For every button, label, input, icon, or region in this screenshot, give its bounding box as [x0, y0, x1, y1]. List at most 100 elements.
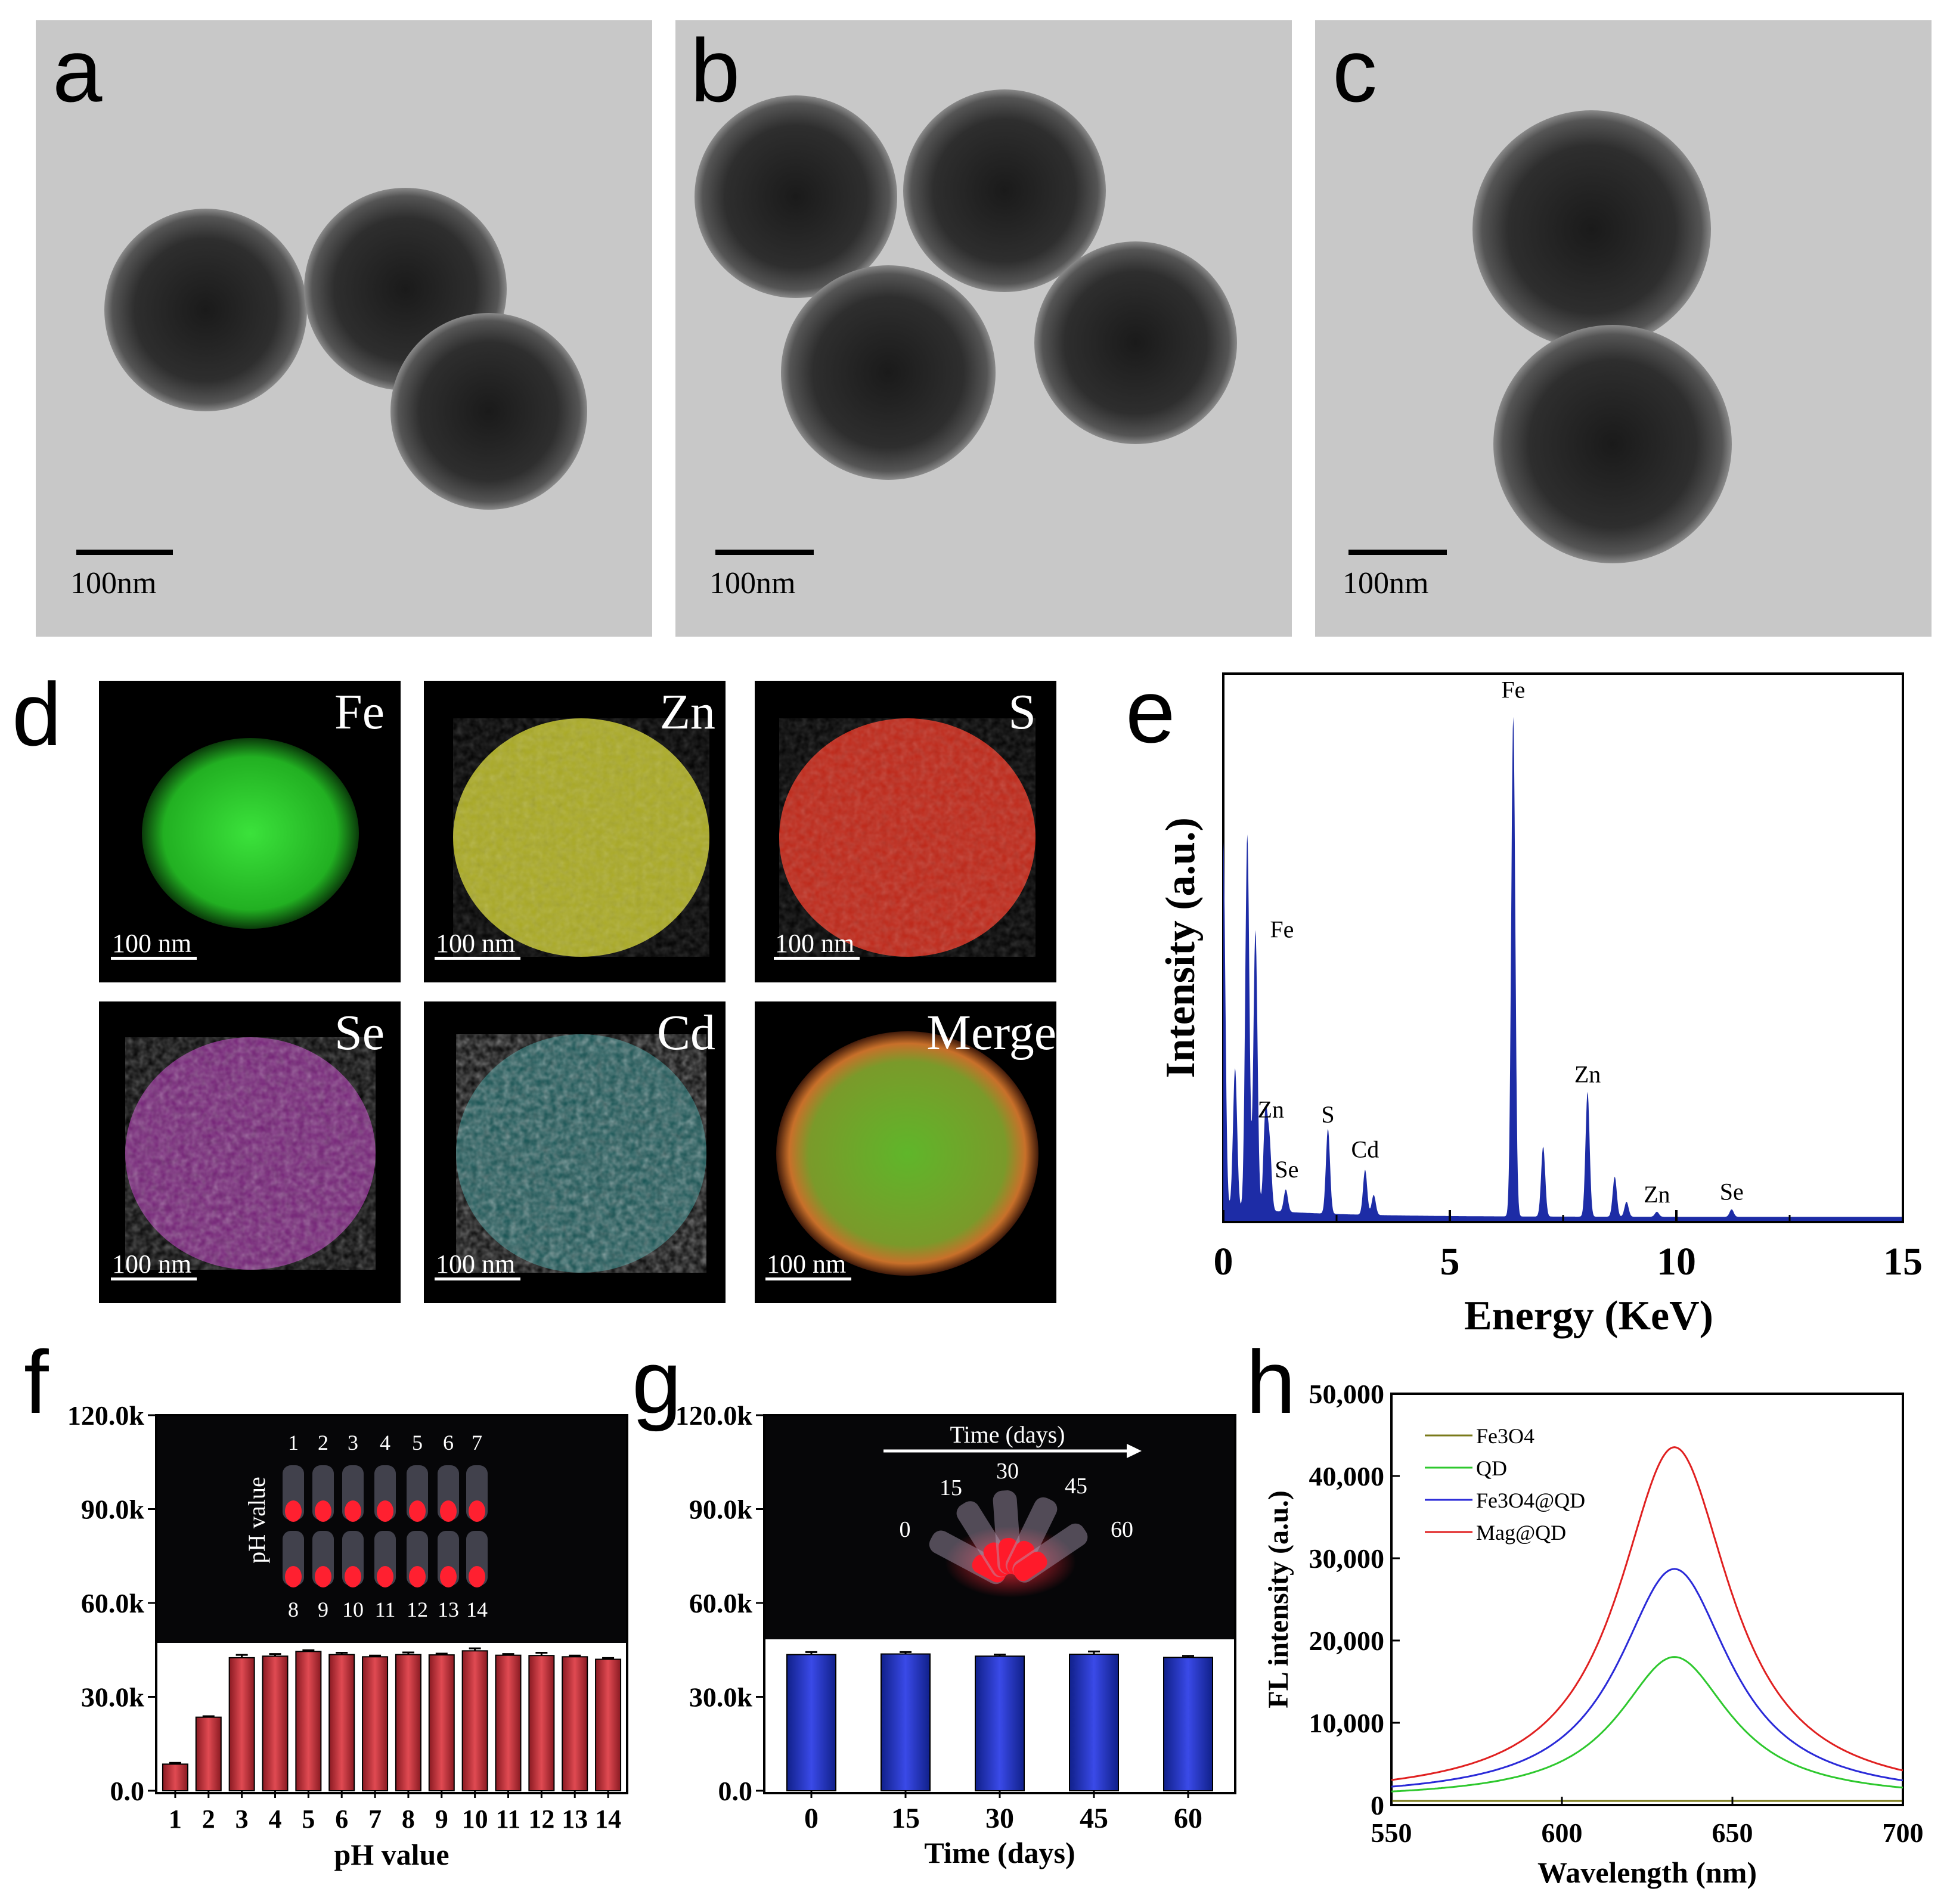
map-zn: Zn 100 nm [424, 681, 726, 982]
inset-label: pH value [243, 1477, 270, 1564]
peak-label: Se [1275, 1156, 1298, 1183]
scale-bar [1348, 550, 1447, 555]
map-cd: Cd 100 nm [424, 1001, 726, 1303]
x-tick-label: 14 [595, 1804, 621, 1834]
panel-letter-a: a [52, 20, 103, 120]
y-tick-label: 30.0k [81, 1682, 145, 1713]
x-axis-title: Energy (KeV) [1464, 1293, 1713, 1339]
bar [428, 1654, 455, 1791]
scale-bar [76, 550, 173, 555]
panel-letter-b: b [690, 20, 740, 120]
panel-letter-e: e [1126, 661, 1175, 761]
tube-glow [345, 1566, 361, 1587]
legend-label: Fe3O4@QD [1476, 1489, 1585, 1512]
legend-label: Mag@QD [1476, 1521, 1566, 1545]
bar [495, 1654, 522, 1792]
y-tick-label: 30,000 [1309, 1543, 1385, 1574]
y-tick-label: 40,000 [1309, 1461, 1385, 1491]
tube-number: 6 [443, 1431, 454, 1455]
y-tick-label: 60.0k [689, 1588, 753, 1618]
particle [1472, 110, 1711, 349]
bar [228, 1657, 255, 1791]
particle [903, 89, 1106, 292]
y-tick-label: 20,000 [1309, 1626, 1385, 1656]
tube-glow [285, 1566, 302, 1587]
x-tick-label: 0 [804, 1803, 819, 1834]
x-tick-label: 650 [1712, 1818, 1753, 1848]
panel-b-tem: 100nm b [675, 20, 1292, 637]
tube-number: 3 [348, 1431, 358, 1455]
panel-letter-h: h [1246, 1332, 1295, 1432]
tube-glow [440, 1500, 457, 1522]
y-tick-label: 120.0k [675, 1400, 753, 1431]
panel-letter-g: g [632, 1332, 681, 1432]
map-s: S 100 nm [755, 681, 1056, 982]
tube-glow [1013, 1552, 1047, 1582]
y-tick-label: 10,000 [1309, 1708, 1385, 1738]
particle [1493, 325, 1732, 563]
y-axis-title: Intensity (a.u.) [1158, 817, 1204, 1078]
x-tick-label: 15 [891, 1803, 920, 1834]
map-fe: Fe 100 nm [99, 681, 401, 982]
x-tick-label: 45 [1080, 1803, 1108, 1834]
bar [162, 1763, 188, 1791]
panel-letter-c: c [1332, 20, 1377, 120]
tube-glow [315, 1500, 331, 1522]
peak-label: Fe [1501, 676, 1525, 703]
map-scalebar: 100 nm [767, 1249, 846, 1279]
scale-bar-label: 100nm [70, 566, 156, 600]
tube-number: 7 [472, 1431, 482, 1455]
bar [1163, 1657, 1213, 1792]
peak-label: Se [1720, 1179, 1744, 1205]
inset-label: Time (days) [950, 1421, 1065, 1448]
x-axis-title: Wavelength (nm) [1537, 1856, 1757, 1889]
tube-glow [315, 1566, 331, 1587]
x-tick-label: 600 [1542, 1818, 1583, 1848]
y-axis-title: FL intensity (a.u.) [1263, 1490, 1294, 1708]
particle [104, 209, 307, 411]
x-tick-label: 12 [528, 1804, 554, 1834]
scale-bar-label: 100nm [1343, 566, 1428, 600]
tube-number: 4 [380, 1431, 390, 1455]
time-number: 0 [900, 1517, 911, 1542]
tube-number: 10 [342, 1598, 364, 1621]
peak-label: Cd [1351, 1136, 1379, 1162]
tube-glow [469, 1500, 485, 1522]
tube-number: 12 [407, 1598, 428, 1621]
tube-number: 11 [375, 1598, 396, 1621]
series-line [1391, 1568, 1904, 1788]
bar [195, 1716, 222, 1791]
y-tick-label: 0.0 [718, 1776, 753, 1806]
time-number: 15 [940, 1475, 962, 1500]
map-label: Merge [926, 1005, 1056, 1060]
x-tick-label: 5 [302, 1804, 315, 1834]
map-label: Cd [657, 1005, 715, 1060]
x-tick-label: 10 [462, 1804, 488, 1834]
x-tick-label: 3 [235, 1804, 249, 1834]
x-tick-label: 550 [1371, 1818, 1412, 1848]
x-axis-title: pH value [334, 1838, 449, 1871]
plot-frame [155, 1414, 628, 1794]
bar [1069, 1654, 1119, 1792]
map-merge: Merge 100 nm [755, 1001, 1056, 1303]
bar [881, 1653, 931, 1791]
series-line [1391, 1446, 1904, 1781]
bar [595, 1658, 622, 1791]
map-scalebar: 100 nm [775, 929, 854, 958]
x-tick-label: 8 [402, 1804, 415, 1834]
x-tick-label: 4 [269, 1804, 282, 1834]
bar [786, 1654, 836, 1791]
x-tick-label: 60 [1174, 1803, 1202, 1834]
particle [390, 313, 587, 510]
particle [695, 95, 897, 298]
y-tick-label: 50,000 [1309, 1379, 1385, 1409]
time-number: 45 [1065, 1474, 1087, 1499]
tube-glow [469, 1566, 485, 1587]
x-tick-label: 9 [435, 1804, 448, 1834]
x-tick-label: 6 [335, 1804, 348, 1834]
x-tick-label: 700 [1883, 1818, 1924, 1848]
tube-number: 1 [288, 1431, 299, 1455]
tube-number: 13 [438, 1598, 459, 1621]
eds-spectrum [1223, 717, 1903, 1221]
